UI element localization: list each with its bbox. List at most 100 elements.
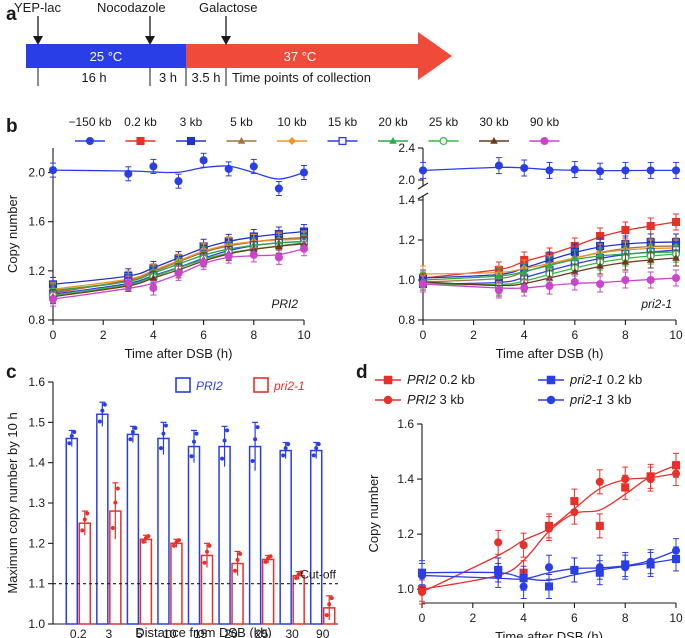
duration-collection: Time points of collection [232, 70, 371, 85]
x-axis-title: Time after DSB (h) [125, 346, 233, 361]
x-tick-label: 6 [571, 611, 578, 625]
axis-break-mark [417, 192, 429, 200]
series-group [417, 452, 681, 605]
timeline-arrowhead [418, 32, 452, 80]
bar-pri2 [96, 413, 109, 625]
data-point [418, 279, 428, 289]
data-point [571, 254, 579, 261]
replicate-dot [192, 439, 196, 444]
chart-d: 0 2 4 6 8 10 Time after DSB (h) 1.0 1.2 1.4 1.6 Cop… [366, 372, 683, 638]
legend-marker [490, 137, 498, 144]
replicate-dot [110, 526, 115, 531]
series-90-kb [418, 269, 681, 299]
x-tick-label: 8 [622, 328, 629, 342]
arrow-head-galactose [221, 36, 231, 45]
data-point [494, 285, 503, 295]
legend-marker [439, 136, 448, 146]
replicate-dot [80, 528, 85, 533]
arrow-head-nocodazole [145, 36, 155, 45]
y-tick-label: 1.2 [398, 233, 415, 247]
data-point [224, 252, 233, 261]
data-point [646, 475, 655, 484]
legend-swatch-pri2-1 [253, 377, 269, 393]
y-axis-title: Maximum copy number by 10 h [5, 412, 20, 593]
data-point [174, 269, 183, 278]
data-point [646, 557, 655, 566]
y-tick-label: 2.0 [28, 166, 45, 180]
legend-marker [338, 136, 347, 146]
replicate-dot [72, 430, 77, 435]
bar-pri2-1 [261, 558, 275, 625]
data-point [545, 281, 554, 291]
x-tick-label: 2 [100, 328, 107, 342]
data-point [671, 166, 681, 175]
data-point [199, 258, 208, 267]
replicate-dot [202, 560, 207, 565]
event-yep-lac: YEP-lac [14, 0, 61, 15]
legend-swatch-pri2 [175, 377, 191, 393]
replicate-dot [324, 613, 329, 618]
legend-item-3-kb: 3 kb [176, 115, 206, 146]
replicate-dot [255, 425, 260, 430]
phase2-label: 37 °C [284, 49, 317, 64]
y-tick-label: 1.5 [28, 415, 45, 429]
series-group [48, 152, 309, 307]
y-tick-label: 0.8 [28, 313, 45, 327]
data-point [595, 563, 604, 572]
data-point [621, 563, 630, 572]
replicate-dot [85, 511, 90, 516]
event-nocodazole: Nocodazole [97, 0, 166, 15]
data-point [596, 167, 605, 176]
y-axis-title: Copy number [5, 194, 20, 273]
legend-label: 5 kb [230, 115, 253, 129]
replicate-dot [163, 423, 168, 428]
legend-label: PRI2 0.2 kb [407, 372, 475, 387]
panel-label-b: b [6, 116, 18, 137]
legend-label: pri2-1 0.2 kb [569, 372, 642, 387]
replicate-dot [316, 442, 321, 447]
x-axis-title: Distance from DSB (kb) [135, 625, 272, 638]
replicate-dot [102, 402, 107, 407]
legend-marker [546, 395, 556, 405]
bar-pri2 [279, 449, 292, 625]
chart-c: 1.0 1.1 1.2 1.3 1.4 1.5 1.6 Maximum copy number… [5, 375, 338, 638]
x-tick-label: 0.2 [70, 627, 87, 638]
replicate-dot [171, 543, 176, 548]
replicate-dot [263, 559, 268, 564]
legend-gene: PRI2 [407, 372, 437, 387]
legend-marker [136, 136, 145, 146]
data-point [570, 277, 579, 287]
data-point [299, 244, 309, 253]
replicate-dot [100, 408, 105, 413]
data-point [646, 166, 655, 175]
bar-pri2-1 [139, 538, 153, 625]
x-tick-label: 10 [163, 627, 177, 638]
legend-marker [389, 137, 397, 144]
y-tick-label: 1.3 [28, 496, 45, 510]
data-point [646, 275, 655, 285]
legend-item-30-kb: 30 kb [479, 115, 509, 144]
data-point [621, 258, 630, 265]
legend-label: 0.2 kb [124, 115, 157, 129]
replicate-dot [281, 453, 286, 458]
legend-label: 15 kb [328, 115, 358, 129]
replicate-dot [130, 430, 135, 435]
y-tick-label: 2.0 [398, 173, 415, 187]
legend-item-20-kb: 20 kb [378, 115, 408, 144]
x-tick-label: 4 [520, 611, 527, 625]
data-point [48, 166, 58, 175]
bar-pri2 [218, 445, 231, 625]
data-point [621, 225, 630, 235]
data-point [595, 521, 604, 530]
x-tick-label: 15 [194, 627, 208, 638]
series-150-kb [48, 152, 309, 197]
y-tick-label: 1.6 [28, 215, 45, 229]
replicate-dot [207, 543, 212, 548]
x-tick-label: 0 [50, 328, 57, 342]
data-point [249, 162, 258, 171]
data-point [519, 582, 528, 591]
data-point [520, 268, 528, 275]
y-tick-label: 1.0 [28, 617, 45, 631]
x-tick-label: 5 [136, 627, 143, 638]
chart-b-right: 0 2 4 6 8 10 Time after DSB (h) 0.8 1.0 1.2 1.4 2.0… [398, 141, 683, 361]
